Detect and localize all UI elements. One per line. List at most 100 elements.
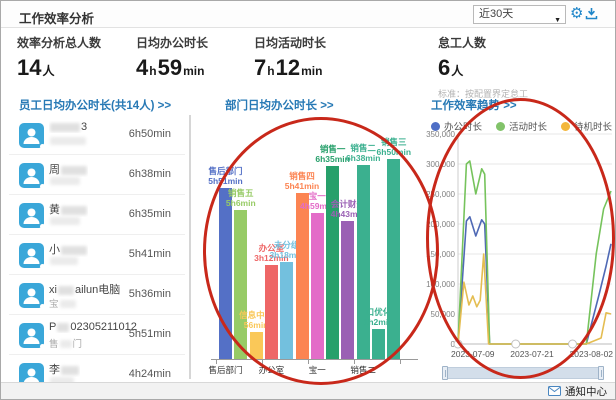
office-duration-value: 6h50min: [128, 128, 171, 140]
list-scrollbar[interactable]: [189, 115, 191, 379]
x-axis-label: 宝一: [308, 365, 326, 375]
stat-label: 效率分析总人数: [17, 36, 102, 50]
bar-chart-x-axis: [211, 359, 418, 360]
stat-value: 6人: [438, 55, 528, 81]
stat-value-part: 6: [438, 55, 451, 80]
user-avatar-icon: [19, 323, 45, 349]
efficiency-trend-panel: 工作效率趋势 >> 办公时长 活动时长 待机时长 350,000 300,000 250…: [421, 97, 615, 384]
bar-label: 办公室 3h12min: [254, 243, 289, 263]
axis-tick: [216, 360, 217, 364]
employee-name: 周: [49, 161, 88, 177]
x-axis-label: 售后部门: [208, 365, 243, 375]
stat-value-part: 12: [275, 55, 301, 80]
stat-label: 日均活动时长: [254, 36, 327, 50]
office-duration-value: 6h35min: [128, 208, 171, 220]
axis-tick: [307, 360, 309, 364]
redacted-text: [50, 257, 78, 266]
chart-zoom-slider[interactable]: [442, 366, 604, 380]
employee-office-time-panel: 员工日均办公时长(共14人) >> 3 6h50min 周 6h38min 黄 6h35m…: [9, 97, 199, 384]
stat-value: 7h12min: [254, 55, 326, 81]
svg-text:350,000: 350,000: [426, 130, 455, 139]
svg-text:2023-08-02: 2023-08-02: [570, 349, 614, 359]
legend-dot-icon: [561, 121, 571, 131]
employee-row[interactable]: 周 6h38min: [9, 155, 185, 195]
legend-item-待机时长[interactable]: 待机时长: [561, 119, 612, 133]
employee-row[interactable]: 3 6h50min: [9, 115, 185, 155]
legend-item-活动时长[interactable]: 活动时长: [496, 119, 547, 133]
slider-left-handle[interactable]: [442, 366, 448, 380]
stat-value-part: 59: [157, 55, 183, 80]
bar-会计财务: [341, 221, 355, 359]
bar-销售四: [295, 193, 309, 359]
employee-name: 黄: [49, 201, 88, 217]
redacted-text: [61, 205, 87, 215]
user-avatar-icon: [19, 123, 45, 149]
download-icon[interactable]: [585, 7, 598, 25]
bar-售后部门: [219, 188, 232, 359]
bar-label: 售后部门 5h51min: [208, 166, 243, 186]
top-bar: 工作效率分析 近30天 ▼ ⚙: [1, 1, 615, 28]
svg-text:0: 0: [451, 340, 456, 349]
bar-label: 宝一 4h59min: [300, 191, 335, 211]
employee-row[interactable]: 小 5h41min: [9, 235, 185, 275]
redacted-text: [61, 165, 87, 175]
bar-销售二: [356, 165, 370, 359]
axis-tick: [261, 360, 263, 364]
employee-department: 宝: [49, 296, 77, 310]
bar-办公室: [264, 265, 278, 359]
office-duration-value: 5h41min: [128, 248, 171, 260]
redacted-text: [59, 340, 72, 349]
stat-value-part: h: [267, 64, 275, 78]
bar-label: 销售一 6h35min: [315, 144, 350, 164]
bottom-status-bar: 通知中心: [1, 382, 615, 399]
bar-label: 销售五 5h6min: [225, 188, 256, 208]
redacted-text: [57, 322, 70, 332]
employee-name: xi ailun电脑: [49, 284, 121, 296]
employee-row[interactable]: 黄 6h35min: [9, 195, 185, 235]
employee-department: [49, 136, 87, 147]
svg-text:50,000: 50,000: [431, 310, 456, 319]
legend-label: 活动时长: [509, 122, 548, 133]
notification-center-button[interactable]: 通知中心: [565, 385, 607, 398]
bar-label: 销售四 5h41min: [284, 171, 320, 191]
employee-row[interactable]: P 02305211012 售门 5h51min: [9, 315, 185, 355]
stat-value-part: min: [183, 64, 205, 78]
employee-row[interactable]: xi ailun电脑宝 5h36min: [9, 275, 185, 315]
stat-avg-office-time: 日均办公时长 4h59min: [136, 34, 208, 81]
trend-panel-header-link[interactable]: 工作效率趋势 >>: [431, 100, 517, 112]
gear-icon[interactable]: ⚙: [570, 5, 584, 22]
employee-panel-header-link[interactable]: 员工日均办公时长(共14人) >>: [19, 100, 172, 112]
bar-label: 口优化 1h2min: [363, 307, 394, 327]
bar-label: 销售二 6h38min: [345, 143, 381, 163]
bar-销售五: [234, 210, 248, 359]
time-range-select[interactable]: 近30天 ▼: [473, 5, 566, 24]
employee-name: 3: [49, 121, 87, 133]
office-duration-value: 4h24min: [128, 368, 171, 380]
bar-未分组: [280, 262, 294, 359]
svg-text:2023-07-09: 2023-07-09: [451, 349, 495, 359]
user-avatar-icon: [19, 203, 45, 229]
stat-slacking-count: 怠工人数 6人 标准：按配置界定怠工: [438, 34, 528, 100]
x-axis-label: 办公室: [258, 365, 285, 375]
trend-chart-svg: 350,000 300,000 250,000 200,000 150,000 100,0…: [426, 130, 614, 359]
employee-department: 售门: [49, 339, 83, 350]
bar-销售三: [387, 159, 401, 359]
svg-text:150,000: 150,000: [426, 250, 455, 259]
employee-department: [49, 216, 81, 227]
department-panel-header-link[interactable]: 部门日均办公时长 >>: [225, 100, 334, 112]
legend-item-办公时长[interactable]: 办公时长: [431, 119, 482, 133]
stat-value-part: h: [149, 64, 157, 78]
redacted-text: [61, 365, 79, 375]
employee-department: [49, 176, 81, 187]
legend-dot-icon: [496, 121, 506, 131]
office-duration-value: 5h51min: [128, 328, 171, 340]
stat-value-part: 人: [451, 64, 464, 78]
stat-value: 14人: [17, 55, 101, 81]
employee-row[interactable]: 李 4h24min: [9, 355, 185, 384]
bar-label: 未分组 3h18min: [269, 240, 304, 260]
envelope-icon: [548, 386, 561, 396]
time-range-value: 近30天: [479, 8, 514, 20]
legend-dot-icon: [431, 121, 440, 131]
slider-right-handle[interactable]: [598, 366, 604, 380]
